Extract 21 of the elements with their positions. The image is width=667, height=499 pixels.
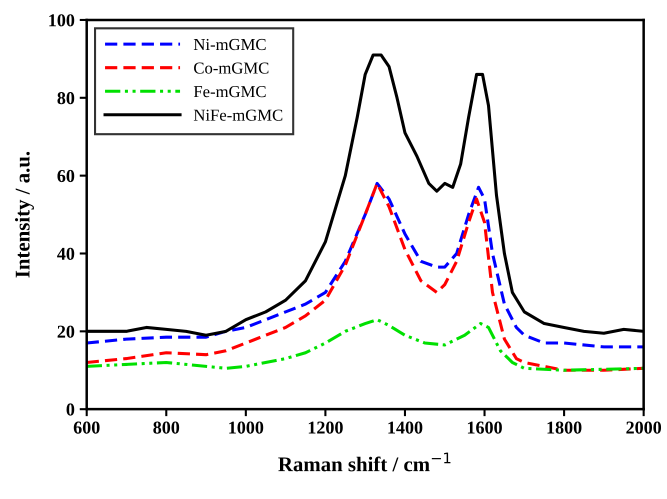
legend-label: Ni-mGMC (194, 38, 266, 50)
legend-label: Fe-mGMC (194, 86, 266, 98)
y-tick-label: 100 (49, 14, 74, 26)
y-tick-label: 0 (66, 403, 74, 416)
x-tick-label: 1800 (547, 422, 582, 434)
y-tick-label: 40 (57, 248, 74, 260)
x-tick-label: 1400 (388, 422, 422, 434)
x-tick-label: 2000 (626, 422, 662, 434)
line-series (86, 318, 644, 372)
y-axis-title: Intensity / a.u. (14, 152, 34, 278)
x-tick-label: 800 (153, 422, 180, 434)
y-tick-label: 80 (57, 92, 74, 104)
x-tick-label: 1200 (308, 422, 343, 434)
x-axis-title: Raman shift / cm$^{−1}$ (278, 452, 450, 472)
y-tick-label: 60 (57, 170, 74, 182)
legend-label: NiFe-mGMC (194, 110, 282, 121)
x-tick-label: 600 (74, 422, 100, 434)
x-tick-label: 1600 (468, 422, 502, 434)
legend-label: Co-mGMC (194, 62, 268, 74)
x-tick-label: 1000 (229, 422, 264, 434)
y-tick-label: 20 (58, 326, 74, 338)
